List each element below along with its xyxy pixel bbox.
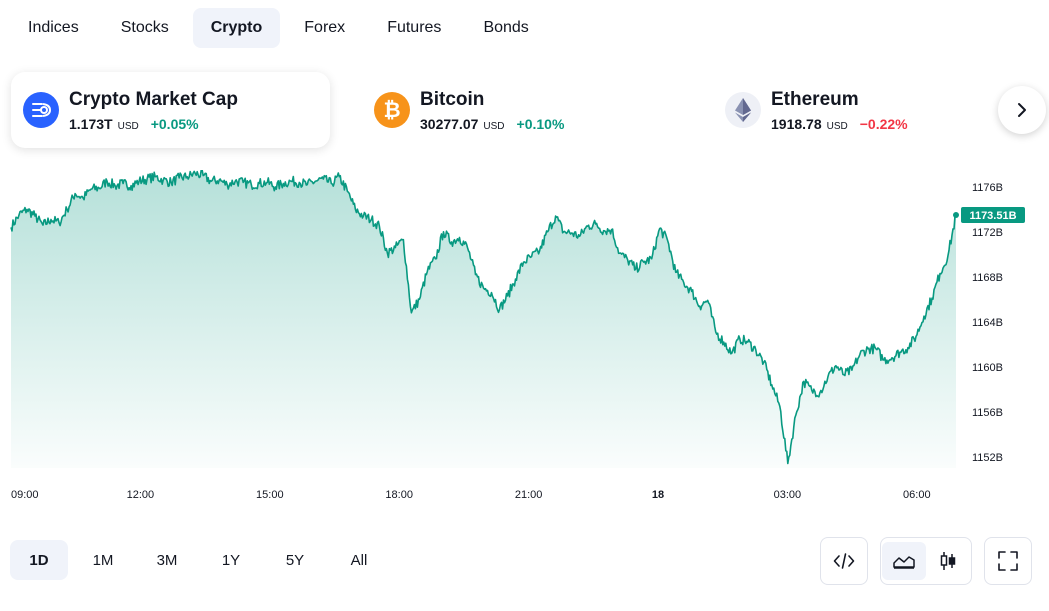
next-tickers-button[interactable] [998,86,1046,134]
tab-bonds[interactable]: Bonds [483,19,529,36]
ticker-name: Ethereum [771,89,859,110]
fullscreen-button[interactable] [984,537,1032,585]
last-value-label: 1173.51B [969,210,1016,222]
code-icon [833,553,855,569]
tab-forex[interactable]: Forex [304,19,346,36]
ticker-card-crypto-market-cap[interactable]: Crypto Market Cap 1.173T USD +0.05% [11,72,330,148]
range-1d[interactable]: 1D [10,540,68,580]
ticker-currency: USD [117,121,139,132]
y-tick-label: 1152B [972,452,1003,464]
y-tick-label: 1160B [972,362,1003,374]
x-tick-label: 18 [652,489,664,501]
range-5y[interactable]: 5Y [285,551,305,569]
x-tick-label: 09:00 [11,489,39,501]
y-tick-label: 1156B [972,407,1003,419]
range-1m[interactable]: 1M [92,551,114,569]
time-range-selector: 1D 1M 3M 1Y 5Y All [10,540,388,580]
candlestick-chart-button[interactable] [926,542,970,580]
market-tabs: Indices Stocks Crypto Forex Futures Bond… [10,8,547,48]
ticker-card-ethereum[interactable]: Ethereum 1918.78 USD −0.22% [725,72,985,148]
y-tick-label: 1176B [972,182,1003,194]
y-tick-label: 1164B [972,317,1003,329]
ticker-name: Crypto Market Cap [69,89,238,110]
chart-style-toggle [880,537,972,585]
tab-futures[interactable]: Futures [387,19,442,36]
tab-stocks[interactable]: Stocks [120,19,169,36]
tab-crypto[interactable]: Crypto [192,8,281,48]
chart-area-fill [11,170,956,468]
bitcoin-icon: ₿ [374,92,410,128]
ticker-currency: USD [483,121,505,132]
ticker-change: −0.22% [859,116,908,132]
x-tick-label: 12:00 [127,489,155,501]
ticker-change: +0.05% [150,116,199,132]
chevron-right-icon [1018,103,1026,117]
ticker-value: 1.173T [69,116,113,132]
range-3m[interactable]: 3M [156,551,178,569]
x-tick-label: 15:00 [256,489,284,501]
ticker-value: 1918.78 [771,116,822,132]
y-tick-label: 1168B [972,272,1003,284]
embed-button[interactable] [820,537,868,585]
ticker-card-bitcoin[interactable]: ₿ Bitcoin 30277.07 USD +0.10% [374,72,674,148]
crypto-market-cap-icon [23,92,59,128]
ticker-currency: USD [826,121,848,132]
x-tick-label: 18:00 [385,489,413,501]
x-tick-label: 03:00 [774,489,802,501]
range-1y[interactable]: 1Y [221,551,241,569]
ticker-change: +0.10% [516,116,565,132]
range-all[interactable]: All [350,551,368,569]
tab-indices[interactable]: Indices [28,19,79,36]
last-value-dot [953,211,959,218]
market-cap-chart: 1176B 1172B 1168B 1164B 1160B 1156B 1152B 09:0… [10,170,1025,501]
area-chart-icon [893,556,915,569]
last-value-badge [961,206,1025,223]
ticker-name: Bitcoin [420,89,485,110]
area-chart-button[interactable] [882,542,926,580]
x-tick-label: 06:00 [903,489,931,501]
x-tick-label: 21:00 [515,489,543,501]
ethereum-icon [725,92,761,128]
ticker-value: 30277.07 [420,116,479,132]
chart-series-line [10,170,957,465]
fullscreen-icon [998,551,1018,571]
y-tick-label: 1172B [972,227,1003,239]
candlestick-icon [940,552,956,570]
